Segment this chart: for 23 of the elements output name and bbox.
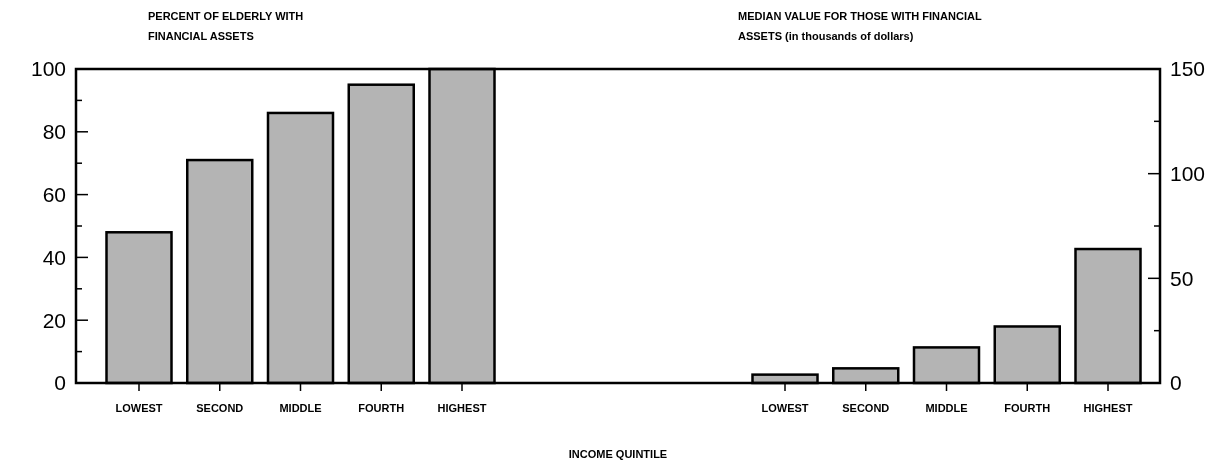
y-tick-label: 0 (54, 371, 66, 395)
x-tick-label: FOURTH (1004, 402, 1051, 414)
y-tick-label: 60 (42, 182, 66, 206)
y-tick-label: 40 (42, 245, 66, 269)
y-tick-label: 100 (30, 57, 66, 81)
x-tick-label: HIGHEST (1083, 402, 1133, 414)
chart-title: PERCENT OF ELDERLY WITH FINANCIAL ASSETS (148, 10, 304, 42)
y-tick-label: 80 (42, 120, 66, 144)
x-tick-label: HIGHEST (437, 402, 487, 414)
y2-tick-label: 0 (1170, 371, 1182, 395)
chart-subtitle: MEDIAN VALUE FOR THOSE WITH FINANCIAL ASSETS (in thousands of dollars) (738, 10, 982, 42)
y-tick-label: 20 (42, 308, 66, 332)
y2-tick-label: 100 (1170, 162, 1206, 186)
x-tick-label: LOWEST (115, 402, 163, 414)
x-tick-label: SECOND (842, 402, 890, 414)
x-tick-label: FOURTH (358, 402, 405, 414)
x-axis-title: INCOME QUINTILE (568, 448, 668, 460)
y2-tick-label: 50 (1170, 266, 1194, 290)
x-tick-label: SECOND (196, 402, 244, 414)
y2-tick-label: 150 (1170, 57, 1206, 81)
x-tick-label: LOWEST (761, 402, 809, 414)
x-tick-label: MIDDLE (279, 402, 322, 414)
x-tick-label: MIDDLE (925, 402, 968, 414)
